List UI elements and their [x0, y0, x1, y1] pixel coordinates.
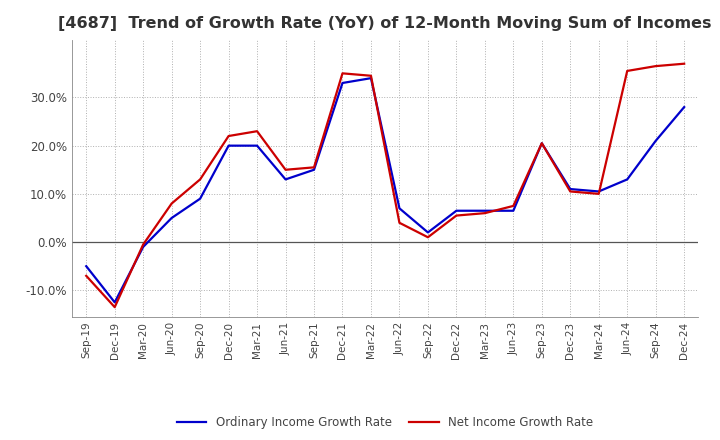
Net Income Growth Rate [566, 189, 575, 194]
Ordinary Income Growth Rate [480, 208, 489, 213]
Ordinary Income Growth Rate [452, 208, 461, 213]
Net Income Growth Rate [480, 210, 489, 216]
Net Income Growth Rate [652, 63, 660, 69]
Net Income Growth Rate [366, 73, 375, 78]
Ordinary Income Growth Rate [366, 76, 375, 81]
Ordinary Income Growth Rate [225, 143, 233, 148]
Net Income Growth Rate [282, 167, 290, 172]
Ordinary Income Growth Rate [82, 264, 91, 269]
Ordinary Income Growth Rate [310, 167, 318, 172]
Ordinary Income Growth Rate [680, 104, 688, 110]
Net Income Growth Rate [310, 165, 318, 170]
Net Income Growth Rate [110, 304, 119, 310]
Net Income Growth Rate [139, 242, 148, 247]
Ordinary Income Growth Rate [595, 189, 603, 194]
Net Income Growth Rate [423, 235, 432, 240]
Net Income Growth Rate [623, 68, 631, 73]
Line: Ordinary Income Growth Rate: Ordinary Income Growth Rate [86, 78, 684, 302]
Line: Net Income Growth Rate: Net Income Growth Rate [86, 64, 684, 307]
Ordinary Income Growth Rate [623, 177, 631, 182]
Ordinary Income Growth Rate [395, 205, 404, 211]
Net Income Growth Rate [595, 191, 603, 197]
Net Income Growth Rate [509, 203, 518, 209]
Legend: Ordinary Income Growth Rate, Net Income Growth Rate: Ordinary Income Growth Rate, Net Income … [172, 411, 598, 434]
Net Income Growth Rate [82, 273, 91, 279]
Net Income Growth Rate [395, 220, 404, 225]
Title: [4687]  Trend of Growth Rate (YoY) of 12-Month Moving Sum of Incomes: [4687] Trend of Growth Rate (YoY) of 12-… [58, 16, 712, 32]
Net Income Growth Rate [680, 61, 688, 66]
Net Income Growth Rate [537, 141, 546, 146]
Ordinary Income Growth Rate [139, 244, 148, 249]
Ordinary Income Growth Rate [423, 230, 432, 235]
Ordinary Income Growth Rate [282, 177, 290, 182]
Net Income Growth Rate [338, 71, 347, 76]
Ordinary Income Growth Rate [338, 81, 347, 86]
Ordinary Income Growth Rate [537, 141, 546, 146]
Ordinary Income Growth Rate [652, 138, 660, 143]
Ordinary Income Growth Rate [167, 215, 176, 220]
Ordinary Income Growth Rate [253, 143, 261, 148]
Net Income Growth Rate [167, 201, 176, 206]
Ordinary Income Growth Rate [509, 208, 518, 213]
Ordinary Income Growth Rate [566, 187, 575, 192]
Net Income Growth Rate [225, 133, 233, 139]
Ordinary Income Growth Rate [110, 300, 119, 305]
Ordinary Income Growth Rate [196, 196, 204, 202]
Net Income Growth Rate [253, 128, 261, 134]
Net Income Growth Rate [452, 213, 461, 218]
Net Income Growth Rate [196, 177, 204, 182]
